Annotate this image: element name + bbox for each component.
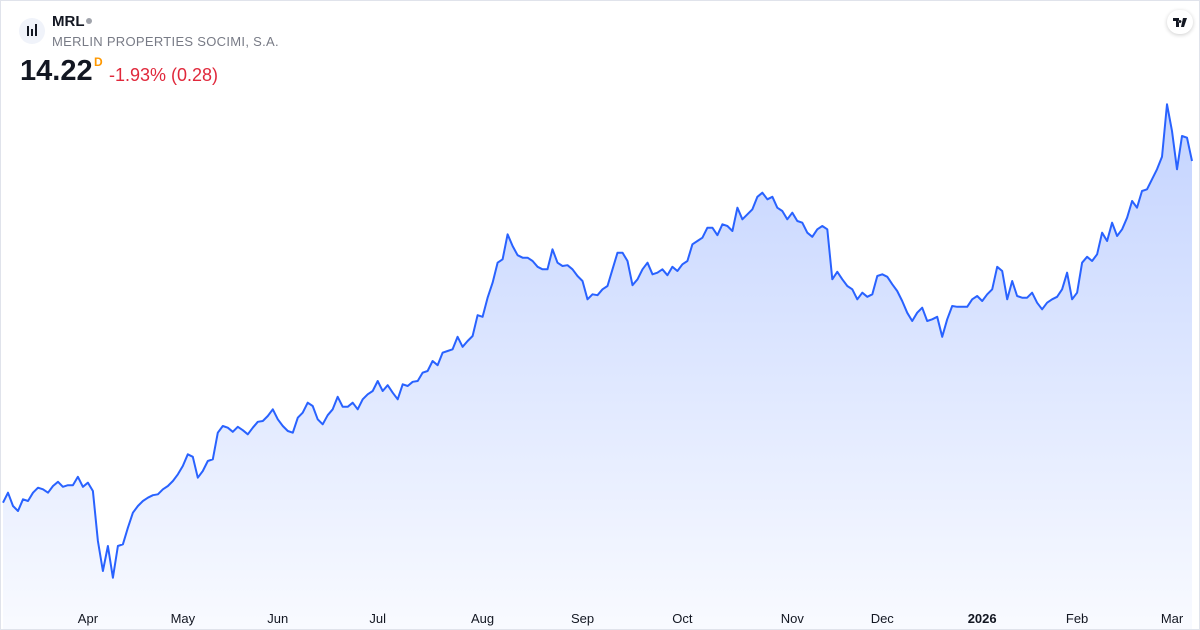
x-tick-label: Jun bbox=[267, 611, 288, 626]
x-tick-label: Feb bbox=[1066, 611, 1088, 626]
logo[interactable] bbox=[1167, 10, 1193, 34]
x-tick-label: Sep bbox=[571, 611, 594, 626]
price-line bbox=[2, 103, 1193, 579]
icon-glyph bbox=[27, 24, 37, 36]
x-tick-label: Apr bbox=[78, 611, 99, 626]
interval: D bbox=[94, 55, 103, 69]
symbol-icon bbox=[19, 18, 45, 44]
area bbox=[3, 104, 1192, 629]
x-tick-label: Dec bbox=[871, 611, 895, 626]
last-price: 14.22 bbox=[20, 55, 93, 87]
logo-glyph bbox=[1173, 18, 1187, 27]
status-dot bbox=[86, 18, 92, 24]
x-tick-label: 2026 bbox=[968, 611, 997, 626]
x-tick-label: Aug bbox=[471, 611, 494, 626]
price-change: -1.93% (0.28) bbox=[109, 65, 219, 85]
x-tick-label: May bbox=[171, 611, 196, 626]
x-tick-label: Nov bbox=[781, 611, 805, 626]
company-name: MERLIN PROPERTIES SOCIMI, S.A. bbox=[52, 34, 279, 49]
x-tick-label: Oct bbox=[672, 611, 693, 626]
x-tick-label: Jul bbox=[369, 611, 386, 626]
x-tick-label: Mar bbox=[1161, 611, 1184, 626]
symbol: MRL bbox=[52, 13, 85, 30]
